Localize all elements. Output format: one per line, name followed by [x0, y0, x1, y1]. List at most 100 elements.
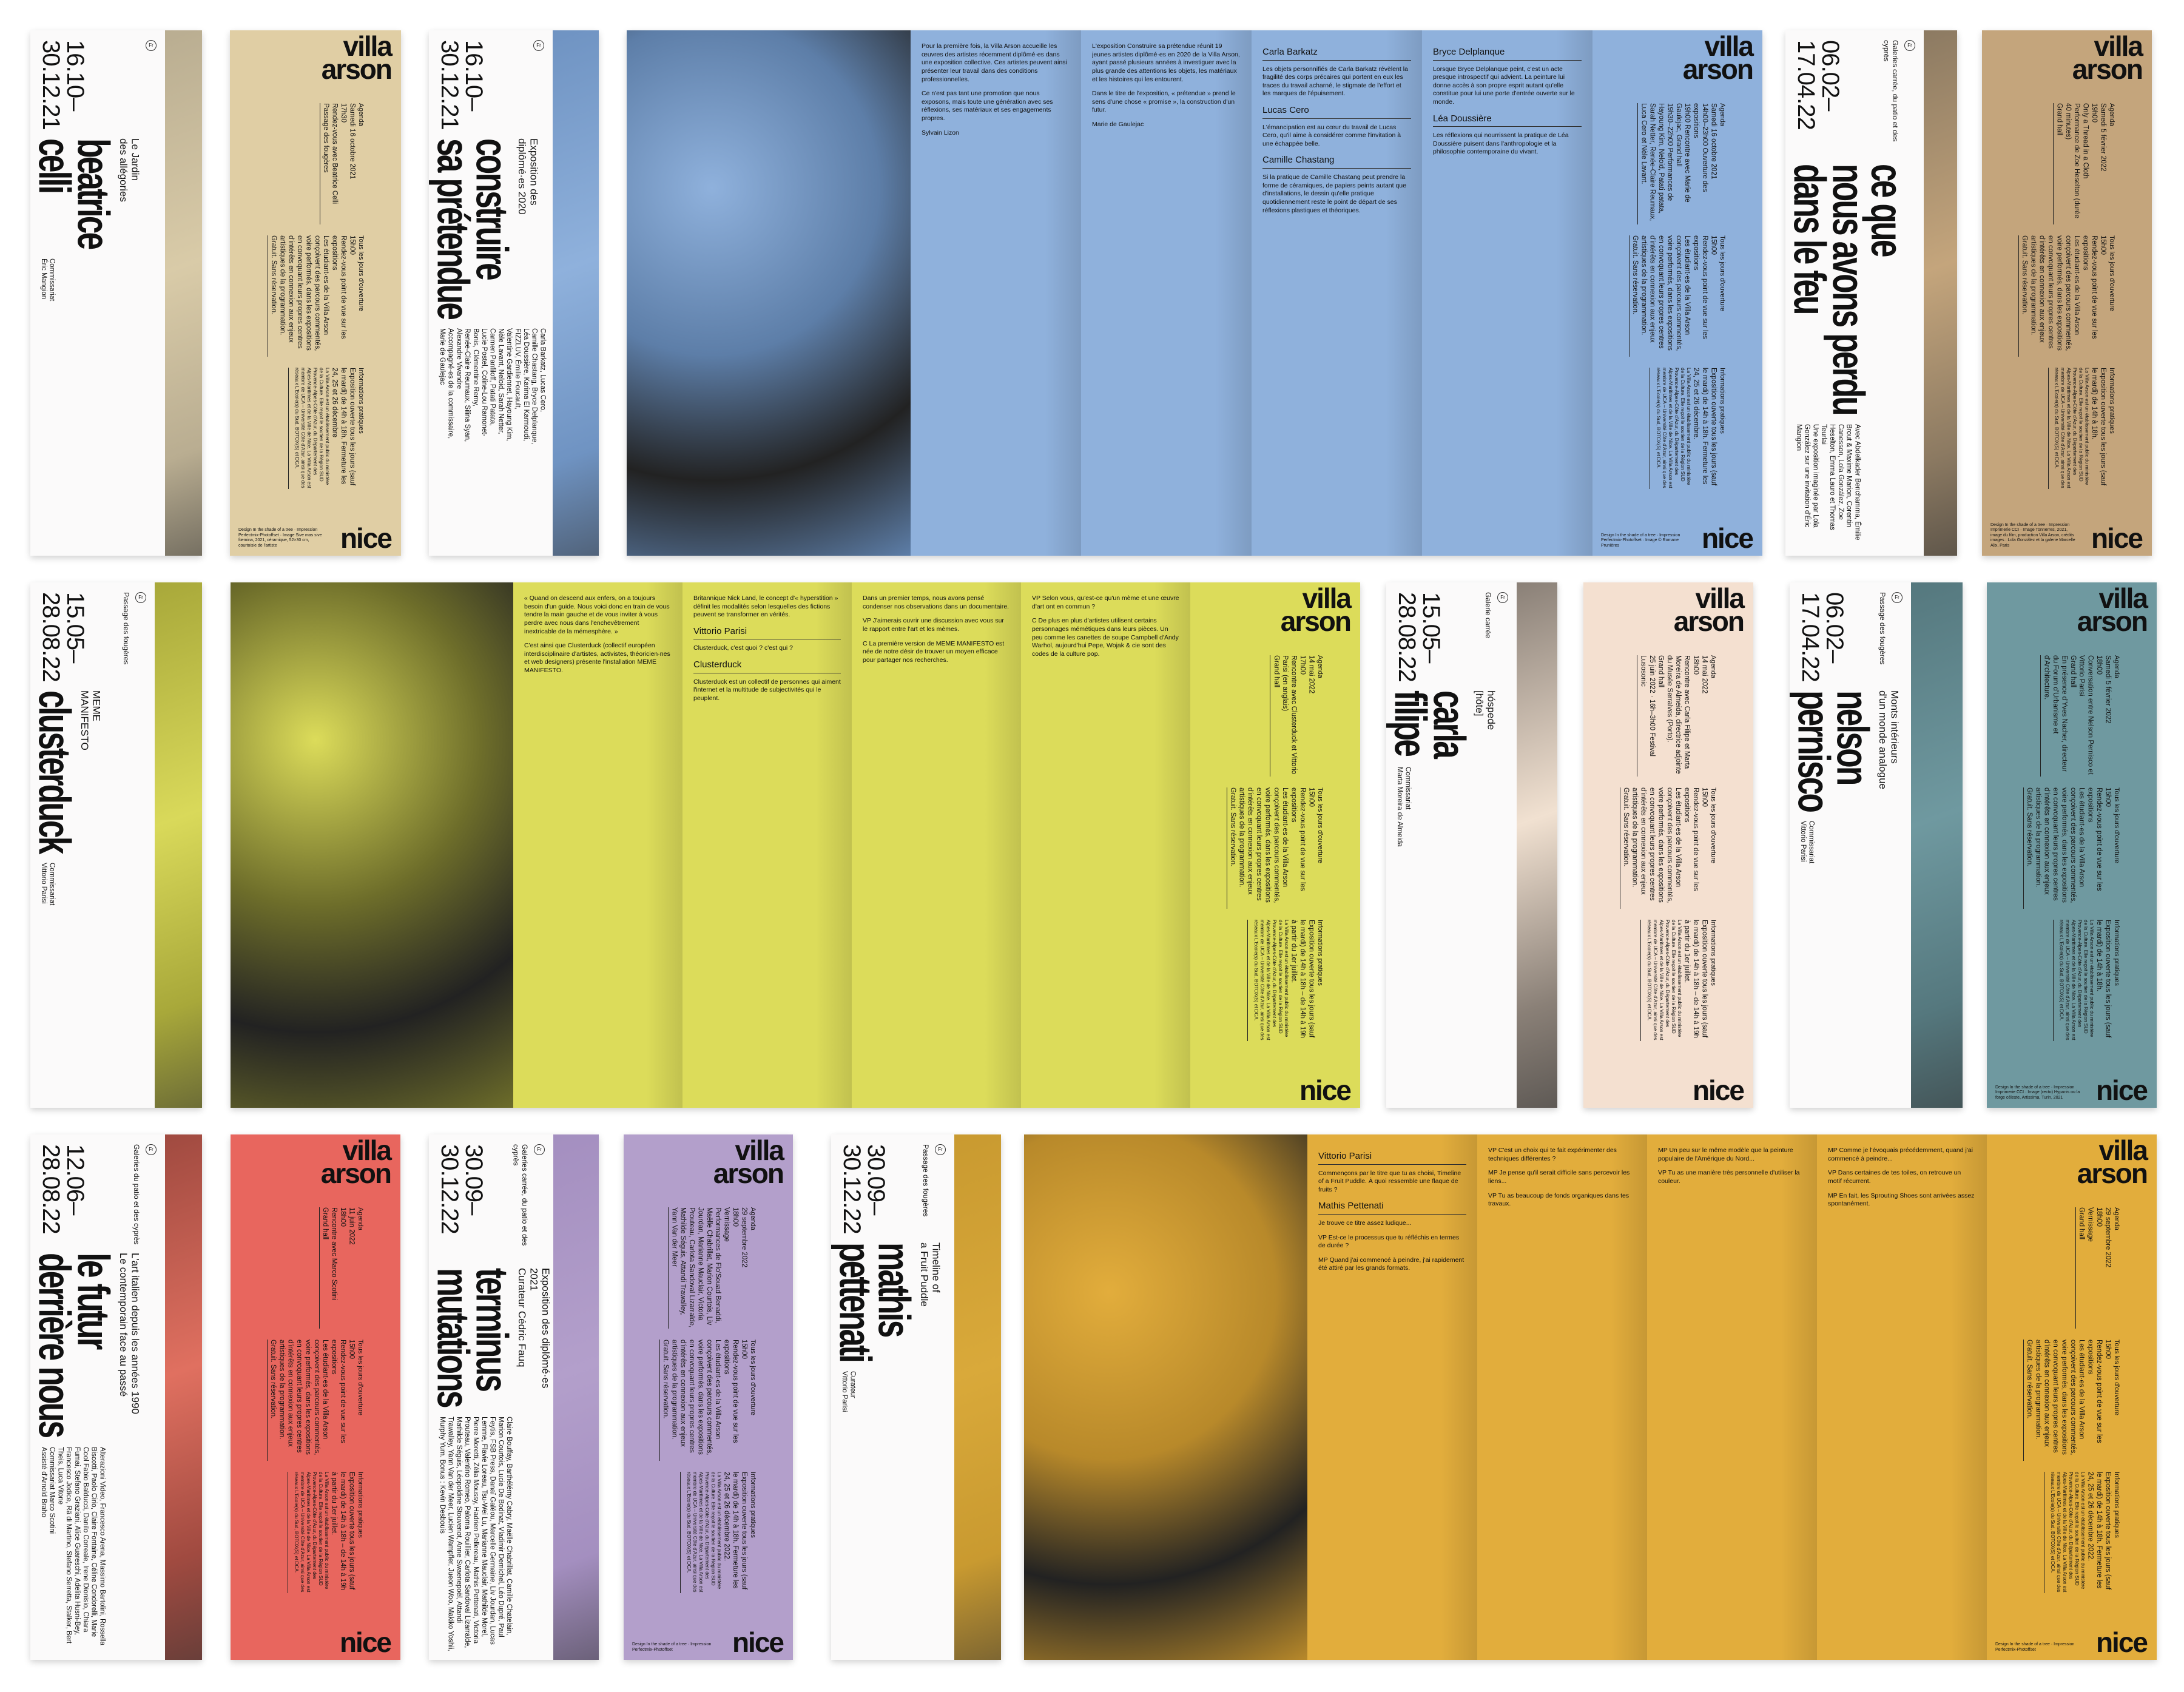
language-badge-icon: Fr — [534, 1144, 545, 1155]
agenda-item: Only a Thread in a Cloth — [2081, 103, 2089, 179]
agenda-item: En présence d'Yves Nacher, directeur du … — [2043, 655, 2068, 772]
exhibition-location: Passage des fougères — [1878, 592, 1887, 665]
logo-line: villa — [1695, 582, 1745, 614]
agenda-items: 29 septembre 2022 18h00 Vernissage Performa… — [667, 1207, 748, 1329]
agenda-block: Agenda 14 mai 2022 18h00 Rencontre avec Car… — [1614, 655, 1717, 777]
exhibition-subtitle: Exposition des diplômé·es 2021 Curateur C… — [516, 1268, 551, 1407]
credit-line: Léa Doussière, Karima El Karmoudi, — [522, 328, 530, 441]
cover-front: Fr Passage des fougères 30.09– 30.12.22 math… — [831, 1134, 954, 1660]
agenda-heading: Agenda — [357, 103, 365, 126]
agenda-item: 17h30 — [339, 103, 347, 123]
page-fold — [1950, 1134, 1987, 1660]
credit-line: Commissariat — [1404, 767, 1412, 810]
logo-line: villa — [2098, 582, 2148, 614]
agenda-block: Agenda 29 septembre 2022 18h00 Vernissage Pe… — [653, 1207, 757, 1329]
exhibition-credits: Commissariat Marta Moreira de Almeida — [1395, 767, 1412, 847]
daily-items: 15h00 Rendez-vous point de vue sur les ex… — [2023, 787, 2112, 909]
credit-line: Vittorio Parisi — [39, 863, 47, 904]
cover-photo — [553, 30, 599, 556]
date-line: 30.12.22 — [436, 1144, 463, 1234]
info-items: Exposition ouverte tous les jours (sauf … — [1640, 920, 1708, 1041]
agenda-item: Grand hall — [1272, 655, 1280, 688]
date-line: 30.12.21 — [38, 40, 64, 130]
agenda-item: 19h30–22h00 Performances de Hayoung Kim,… — [1640, 103, 1674, 221]
page-fold — [1386, 30, 1422, 556]
agenda-item: 29 septembre 2022 — [740, 1207, 748, 1268]
daily-title: Rendez-vous point de vue sur les exposit… — [2081, 235, 2098, 339]
info-legal: La Villa Arson est un établissement publ… — [294, 368, 331, 488]
logo-line: arson — [320, 1157, 392, 1189]
info-legal: La Villa Arson est un établissement publ… — [1253, 920, 1290, 1040]
info-hours: Exposition ouverte tous les jours (sauf … — [2086, 1472, 2112, 1590]
body-paragraph: C La première version de MEME MANIFESTO … — [863, 639, 1005, 664]
agenda-item: Samedi 16 octobre 2021 — [1710, 103, 1717, 180]
daily-time: 15h00 — [1710, 235, 1717, 255]
daily-items: 15h00 Rendez-vous point de vue sur les ex… — [2023, 1340, 2112, 1461]
daily-block: Tous les jours d'ouverture 15h00 Rendez-vo… — [261, 1340, 364, 1461]
subtitle-line: diplômé·es 2020 — [516, 138, 528, 215]
daily-time: 15h00 — [1700, 787, 1708, 807]
exhibition-title: le futur derrière nous — [30, 1253, 118, 1437]
credit-line: Nèle Lavant, Neloid, Sarah Netter, — [497, 328, 505, 434]
agenda-block: Agenda 14 mai 2022 17h00 Rencontre avec Clu… — [1221, 655, 1324, 777]
design-credits: Design In the shade of a tree · Impressi… — [632, 1642, 712, 1652]
cover-photo — [1924, 30, 1957, 556]
villa-arson-logo: villa arson — [713, 1136, 784, 1187]
villa-arson-logo: villa arson — [322, 32, 393, 83]
spread-photo — [1024, 1134, 1307, 1660]
info-heading: Informations pratiques — [749, 1472, 757, 1538]
cover-panel: Fr Galeries du patio et des cyprès 12.06– 2… — [30, 1134, 202, 1660]
cover-panel: Fr Galerie carrée 15.05– 28.08.22 carla filip… — [1386, 582, 1557, 1108]
exhibition-credits: Commissariat Éric Mangion — [39, 258, 56, 301]
agenda-item: 18h00 — [2095, 655, 2103, 675]
cover-panel: Fr 16.10– 30.12.21 beatrice celli Le Jardin de… — [30, 30, 202, 556]
spread-back-page: villa arson Agenda Samedi 16 octobre 2021 14… — [1592, 30, 1762, 556]
credit-line: Bonis, Clémentine Remy, — [471, 328, 479, 406]
info-block: Informations pratiques Exposition ouverte… — [653, 1472, 757, 1593]
speaker-heading: Bryce Delplanque — [1433, 46, 1582, 61]
info-items: Exposition ouverte tous les jours (sauf … — [288, 368, 356, 489]
body-paragraph: Ce n'est pas tant une promotion que nous… — [922, 90, 1053, 123]
city-label: nice — [1701, 522, 1754, 554]
info-block: Informations pratiques Exposition ouverte… — [2012, 368, 2115, 489]
daily-time: 15h00 — [2099, 235, 2107, 255]
agenda-items: 29 septembre 2022 18h00 Vernissage Grand ha… — [2075, 1207, 2112, 1329]
city-label: nice — [2091, 522, 2143, 554]
credit-line: Claire Bouffay, Barthélémy Cabry, Maëlle… — [438, 1417, 513, 1651]
text-column: Britannique Nick Land, le concept d'« hy… — [693, 595, 841, 1096]
language-badge-icon: Fr — [135, 592, 146, 603]
title-line: dans le feu — [1785, 164, 1835, 314]
subtitle-line: hóspede — [1485, 690, 1497, 730]
body-paragraph: MP En fait, les Sprouting Shoes sont arr… — [1828, 1191, 1975, 1208]
title-line: sa prétendue — [429, 138, 479, 319]
back-panel: villa arson Agenda Samedi 5 février 2022 18h… — [1987, 582, 2157, 1108]
daily-time: 15h00 — [740, 1340, 748, 1359]
daily-block: Tous les jours d'ouverture 15h00 Rendez-vo… — [1614, 787, 1717, 909]
exhibition-dates: 06.02– 17.04.22 — [1793, 40, 1844, 130]
info-block: Informations pratiques Exposition ouverte… — [2017, 1472, 2120, 1593]
date-line: 28.08.22 — [1394, 592, 1420, 682]
title-line: mutations — [429, 1268, 479, 1407]
agenda-heading: Agenda — [2113, 655, 2120, 678]
villa-arson-logo: villa arson — [2077, 582, 2148, 635]
agenda-heading: Agenda — [749, 1207, 757, 1230]
subtitle-line: L'art italien depuis les années 1990 — [129, 1253, 141, 1415]
page-fold — [1154, 582, 1190, 1108]
credit-line: Avec Abdelkader Benchamma, Émilie Brout … — [1820, 424, 1861, 541]
cover-photo — [165, 1134, 202, 1660]
page-fold — [1556, 30, 1592, 556]
daily-text: Les étudiant·es de la Villa Arson conçoi… — [2020, 235, 2081, 351]
back-info-blocks: Agenda 29 septembre 2022 18h00 Vernissage Gr… — [2017, 1207, 2120, 1593]
info-heading: Informations pratiques — [1719, 368, 1726, 434]
agenda-block: Agenda Samedi 5 février 2022 18h00 Conversa… — [2017, 655, 2120, 777]
spread-back-page: villa arson Agenda 29 septembre 2022 18h00 Ve… — [1987, 1134, 2157, 1660]
agenda-item: 18h00 — [731, 1207, 739, 1227]
title-line: derrière nous — [30, 1253, 80, 1437]
cover-front: Fr Galeries du patio et des cyprès 12.06– 2… — [30, 1134, 165, 1660]
page-fold — [646, 582, 682, 1108]
agenda-item: 29 septembre 2022 — [2104, 1207, 2112, 1268]
text-column: MP Un peu sur le même modèle que la pein… — [1658, 1147, 1806, 1648]
exhibition-dates: 06.02– 17.04.22 — [1797, 592, 1848, 682]
agenda-heading: Agenda — [1316, 655, 1324, 678]
cover-front: Fr Galeries carrée, du patio et des cyprè… — [1785, 30, 1924, 556]
